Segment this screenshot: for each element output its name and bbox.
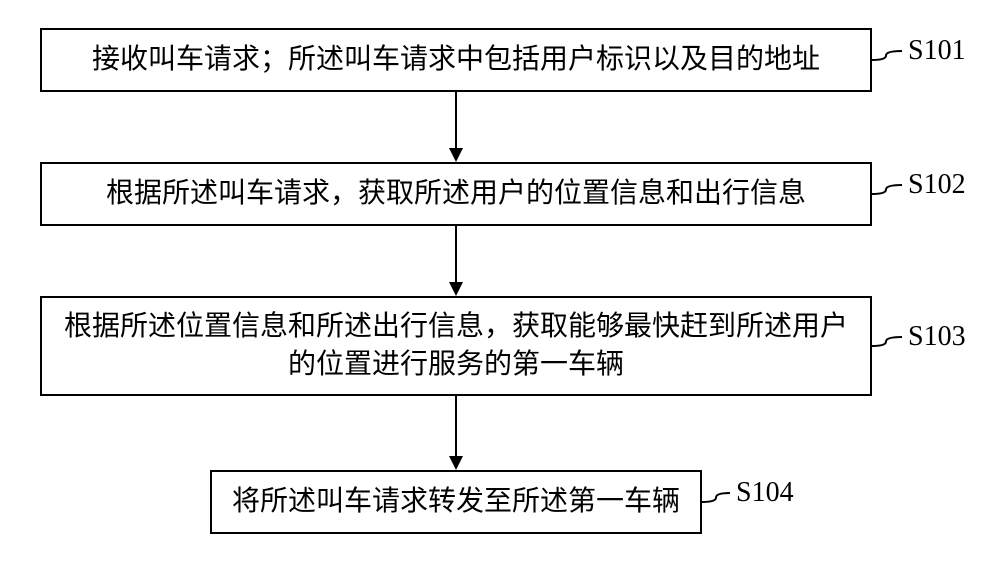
flow-step-label-s101: S101 [908, 35, 966, 67]
label-connector-s104 [702, 493, 730, 502]
flow-step-s101: 接收叫车请求；所述叫车请求中包括用户标识以及目的地址 [40, 28, 872, 92]
arrow-s103-s104 [449, 396, 463, 470]
flow-step-s103: 根据所述位置信息和所述出行信息，获取能够最快赶到所述用户的位置进行服务的第一车辆 [40, 296, 872, 396]
flow-step-text: 根据所述位置信息和所述出行信息，获取能够最快赶到所述用户的位置进行服务的第一车辆 [58, 308, 854, 384]
flow-step-s104: 将所述叫车请求转发至所述第一车辆 [210, 470, 702, 534]
arrow-s101-s102 [449, 92, 463, 162]
arrow-s102-s103 [449, 226, 463, 296]
flow-step-text: 根据所述叫车请求，获取所述用户的位置信息和出行信息 [106, 175, 806, 213]
label-connector-s101 [872, 51, 902, 60]
flow-step-label-s102: S102 [908, 169, 966, 201]
flow-step-text: 将所述叫车请求转发至所述第一车辆 [232, 483, 680, 521]
flow-step-label-s104: S104 [736, 477, 794, 509]
label-connector-s102 [872, 185, 902, 194]
flow-step-s102: 根据所述叫车请求，获取所述用户的位置信息和出行信息 [40, 162, 872, 226]
label-connector-s103 [872, 337, 902, 346]
flow-step-label-s103: S103 [908, 321, 966, 353]
flow-step-text: 接收叫车请求；所述叫车请求中包括用户标识以及目的地址 [92, 41, 820, 79]
